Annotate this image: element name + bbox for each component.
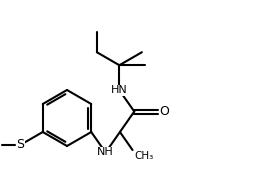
Text: HN: HN (111, 85, 128, 95)
Text: O: O (159, 105, 169, 118)
Text: NH: NH (97, 147, 114, 157)
Text: S: S (16, 139, 24, 151)
Text: CH₃: CH₃ (135, 151, 154, 161)
